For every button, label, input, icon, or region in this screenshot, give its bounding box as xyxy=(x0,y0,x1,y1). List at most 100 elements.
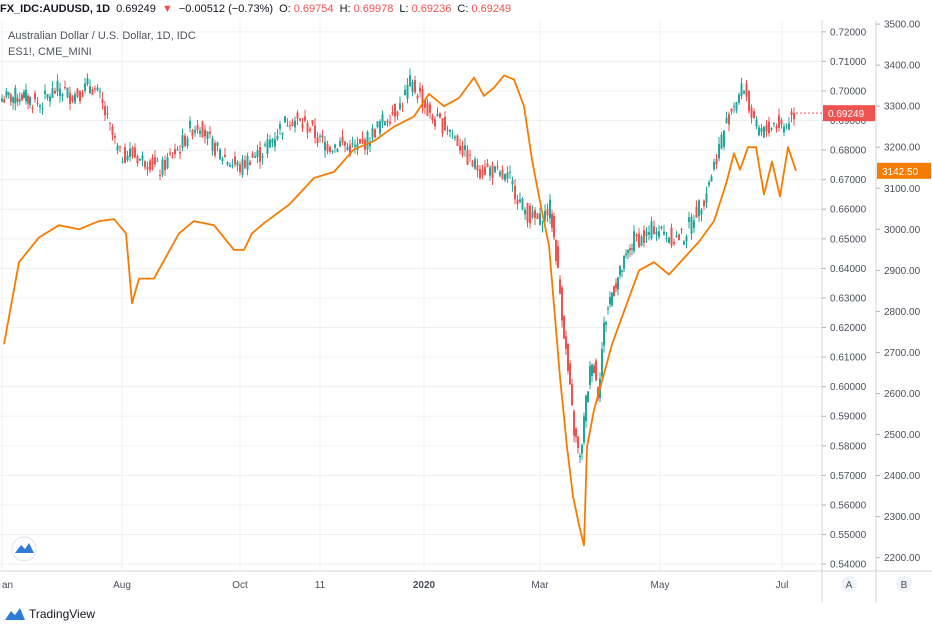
candle-body xyxy=(114,136,116,138)
time-tick-label: 2020 xyxy=(413,580,436,591)
candle-body xyxy=(685,236,688,242)
candle-body xyxy=(389,121,391,124)
candle-body xyxy=(615,283,617,289)
legend-compare[interactable]: ES1!, CME_MINI xyxy=(8,46,92,58)
candle-body xyxy=(401,105,404,107)
candle-body xyxy=(743,91,745,94)
candle-body xyxy=(18,99,21,102)
candle-body xyxy=(1,98,3,102)
scroll-button[interactable] xyxy=(11,536,37,562)
candle-body xyxy=(663,231,665,235)
candle-body xyxy=(638,233,640,248)
scale-button-b-bg[interactable] xyxy=(896,576,912,592)
candle-body xyxy=(29,97,31,106)
candle-body xyxy=(645,231,648,237)
candle-body xyxy=(414,80,416,93)
candle-body xyxy=(565,336,567,349)
candle-body xyxy=(700,209,703,215)
chart-canvas[interactable]: 0.72000 0.71000 0.70000 0.69000 0.68000 0.670… xyxy=(0,20,932,604)
candle-body xyxy=(221,158,224,161)
candle-body xyxy=(439,113,441,118)
candle-body xyxy=(668,237,670,244)
scale-button-b[interactable]: B xyxy=(896,576,912,592)
candle-body xyxy=(146,167,149,170)
scale-button-a[interactable]: A xyxy=(841,576,857,592)
time-axis[interactable]: an Aug Oct 11 2020 Mar May Jul xyxy=(2,580,788,591)
aud-tick-label: 0.61000 xyxy=(830,353,867,364)
candle-body xyxy=(341,136,344,143)
candle-body xyxy=(269,139,271,148)
candle-body xyxy=(409,75,411,86)
grid-lines xyxy=(0,20,822,570)
candle-body xyxy=(404,89,406,95)
candle-body xyxy=(164,160,166,171)
aud-tick-label: 0.60000 xyxy=(830,382,867,393)
symbol-label[interactable]: FX_IDC:AUDUSD, 1D xyxy=(0,3,111,15)
candle-body xyxy=(738,94,740,103)
candle-body xyxy=(555,239,557,261)
candle-body xyxy=(7,92,10,95)
candle-body xyxy=(569,363,571,385)
candle-body xyxy=(424,99,426,108)
candle-body xyxy=(136,156,139,164)
es-tick-label: 2400.00 xyxy=(884,471,921,482)
brand-footer[interactable]: TradingView xyxy=(4,604,95,624)
aud-last-value: 0.69249 xyxy=(828,109,865,120)
candle-body xyxy=(16,97,19,102)
legend-main[interactable]: Australian Dollar / U.S. Dollar, 1D, IDC xyxy=(8,30,196,42)
candle-body xyxy=(481,169,484,176)
aud-tick-label: 0.69000 xyxy=(830,116,867,127)
candle-body xyxy=(653,226,655,234)
candle-body xyxy=(246,156,249,170)
candle-body xyxy=(101,99,104,103)
candle-body xyxy=(166,157,169,169)
scale-button-a-label[interactable]: A xyxy=(846,580,853,591)
candle-body xyxy=(553,216,555,238)
candle-body xyxy=(44,90,46,95)
aud-tick-label: 0.63000 xyxy=(830,293,867,304)
es-tick-label: 2200.00 xyxy=(884,553,921,564)
candle-body xyxy=(386,120,389,123)
candle-body xyxy=(617,277,619,290)
candle-body xyxy=(219,149,221,160)
aud-price-axis[interactable]: 0.72000 0.71000 0.70000 0.69000 0.68000 0.670… xyxy=(822,27,867,571)
candle-body xyxy=(356,143,359,150)
candle-body xyxy=(376,121,379,128)
candle-body xyxy=(211,137,214,152)
candle-body xyxy=(299,118,301,121)
candle-body xyxy=(753,111,755,118)
candle-body xyxy=(244,160,246,168)
candle-body xyxy=(720,134,723,149)
scale-button-a-bg[interactable] xyxy=(841,576,857,592)
time-tick-label: Jul xyxy=(776,580,789,591)
candle-body xyxy=(224,154,226,157)
candle-body xyxy=(426,102,429,116)
candle-body xyxy=(516,199,519,204)
candle-body xyxy=(314,125,316,138)
scale-button-b-label[interactable]: B xyxy=(901,580,908,591)
candle-body xyxy=(256,150,259,158)
es-tick-label: 2500.00 xyxy=(884,430,921,441)
candle-body xyxy=(611,292,613,306)
candle-body xyxy=(261,156,264,159)
candle-body xyxy=(441,118,444,134)
candle-body xyxy=(529,205,531,224)
aud-last-badge xyxy=(823,105,875,122)
candle-body xyxy=(236,162,239,166)
candle-body xyxy=(698,200,700,217)
candle-body xyxy=(494,166,496,173)
candle-body xyxy=(760,127,763,132)
candle-body xyxy=(74,94,76,103)
candle-body xyxy=(434,119,436,127)
candle-body xyxy=(514,185,516,200)
candle-body xyxy=(778,115,780,128)
es-price-axis[interactable]: 3500.00 3400.00 3300.00 3200.00 3100.00 3000.… xyxy=(876,20,921,564)
candle-body xyxy=(321,135,324,138)
candle-body xyxy=(154,157,156,165)
candle-body xyxy=(289,125,291,127)
candle-body xyxy=(94,88,96,90)
candle-body xyxy=(96,87,99,91)
candle-body xyxy=(563,316,565,339)
candle-body xyxy=(254,156,256,158)
candle-body xyxy=(191,130,194,136)
